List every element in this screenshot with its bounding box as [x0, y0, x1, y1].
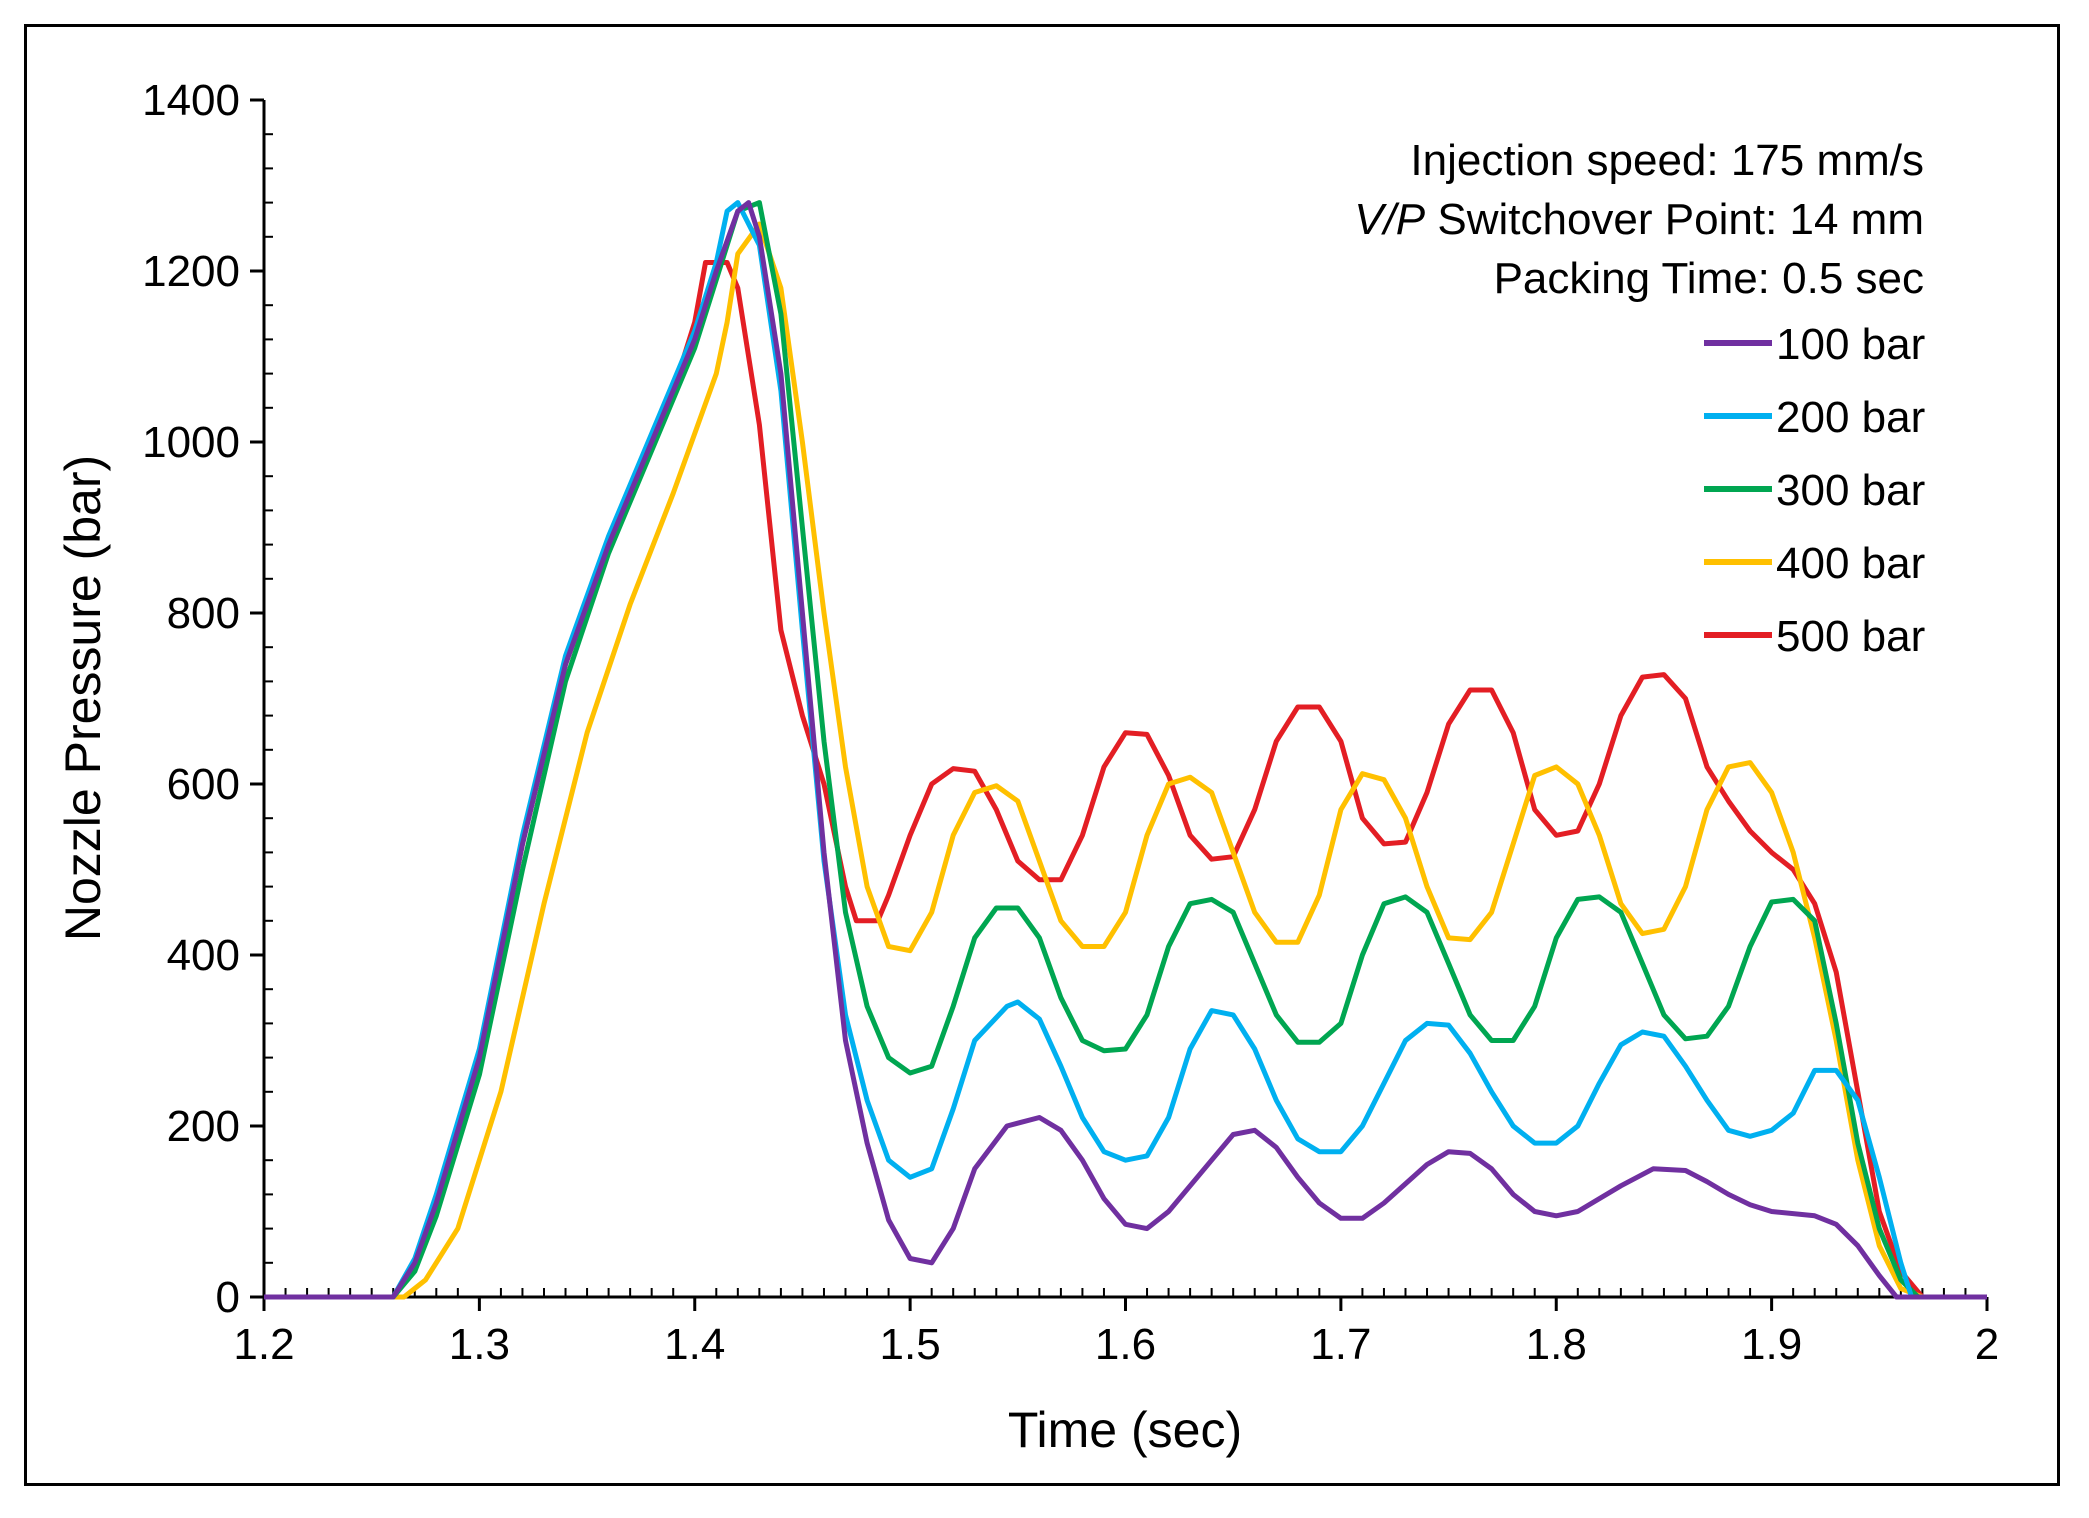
annotation-injection-speed: Injection speed: 175 mm/s — [1410, 136, 1924, 185]
x-tick-label: 1.9 — [1741, 1320, 1802, 1369]
legend: 100 bar 200 bar 300 bar 400 bar 500 bar — [1704, 320, 1925, 661]
y-tick-label: 0 — [216, 1273, 240, 1322]
x-tick-label: 1.7 — [1310, 1320, 1371, 1369]
annotation-switchover: V/P Switchover Point: 14 mm — [1354, 195, 1924, 244]
y-tick-label: 1400 — [142, 76, 240, 125]
y-tick-label: 400 — [167, 931, 240, 980]
legend-label: 200 bar — [1776, 393, 1925, 442]
y-tick-label: 800 — [167, 589, 240, 638]
x-tick-label: 1.2 — [233, 1320, 294, 1369]
x-tick-label: 1.3 — [449, 1320, 510, 1369]
legend-label: 400 bar — [1776, 539, 1925, 588]
x-tick-label: 1.6 — [1095, 1320, 1156, 1369]
series-lines — [264, 200, 1987, 1300]
series-line-100-bar — [264, 200, 1987, 1300]
series-line-400-bar — [264, 221, 1987, 1300]
x-tick-label: 1.4 — [664, 1320, 725, 1369]
annotation-switchover-rest: Switchover Point: 14 mm — [1425, 195, 1924, 244]
chart-frame — [24, 24, 2060, 1486]
x-tick-label: 1.5 — [880, 1320, 941, 1369]
legend-label: 300 bar — [1776, 466, 1925, 515]
series-line-200-bar — [264, 200, 1987, 1300]
y-tick-label: 600 — [167, 760, 240, 809]
legend-label: 500 bar — [1776, 612, 1925, 661]
x-tick-label: 1.8 — [1526, 1320, 1587, 1369]
annotation: Injection speed: 175 mm/s V/P Switchover… — [1354, 136, 1924, 303]
annotation-packing-time: Packing Time: 0.5 sec — [1494, 254, 1924, 303]
legend-label: 100 bar — [1776, 320, 1925, 369]
y-tick-label: 1000 — [142, 418, 240, 467]
y-tick-label: 200 — [167, 1102, 240, 1151]
y-tick-label: 1200 — [142, 247, 240, 296]
x-tick-label: 2 — [1975, 1320, 1999, 1369]
annotation-vp-italic: V/P — [1354, 195, 1426, 244]
y-axis-title: Nozzle Pressure (bar) — [55, 455, 111, 941]
tick-labels: 0 200 400 600 800 1000 1200 1400 1.2 1.3 1.4 1.5 1.6… — [142, 76, 1999, 1369]
x-axis-title: Time (sec) — [1008, 1402, 1242, 1458]
